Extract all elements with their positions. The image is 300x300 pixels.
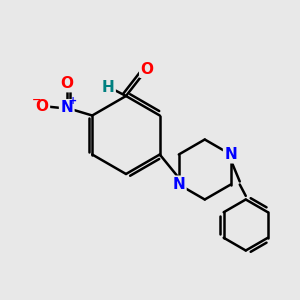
- Text: N: N: [224, 147, 237, 162]
- Text: O: O: [60, 76, 73, 91]
- Text: N: N: [60, 100, 73, 116]
- Text: +: +: [69, 96, 77, 106]
- Text: O: O: [140, 61, 154, 76]
- Text: −: −: [32, 95, 41, 105]
- Text: H: H: [102, 80, 114, 94]
- Text: N: N: [172, 177, 185, 192]
- Text: O: O: [36, 99, 49, 114]
